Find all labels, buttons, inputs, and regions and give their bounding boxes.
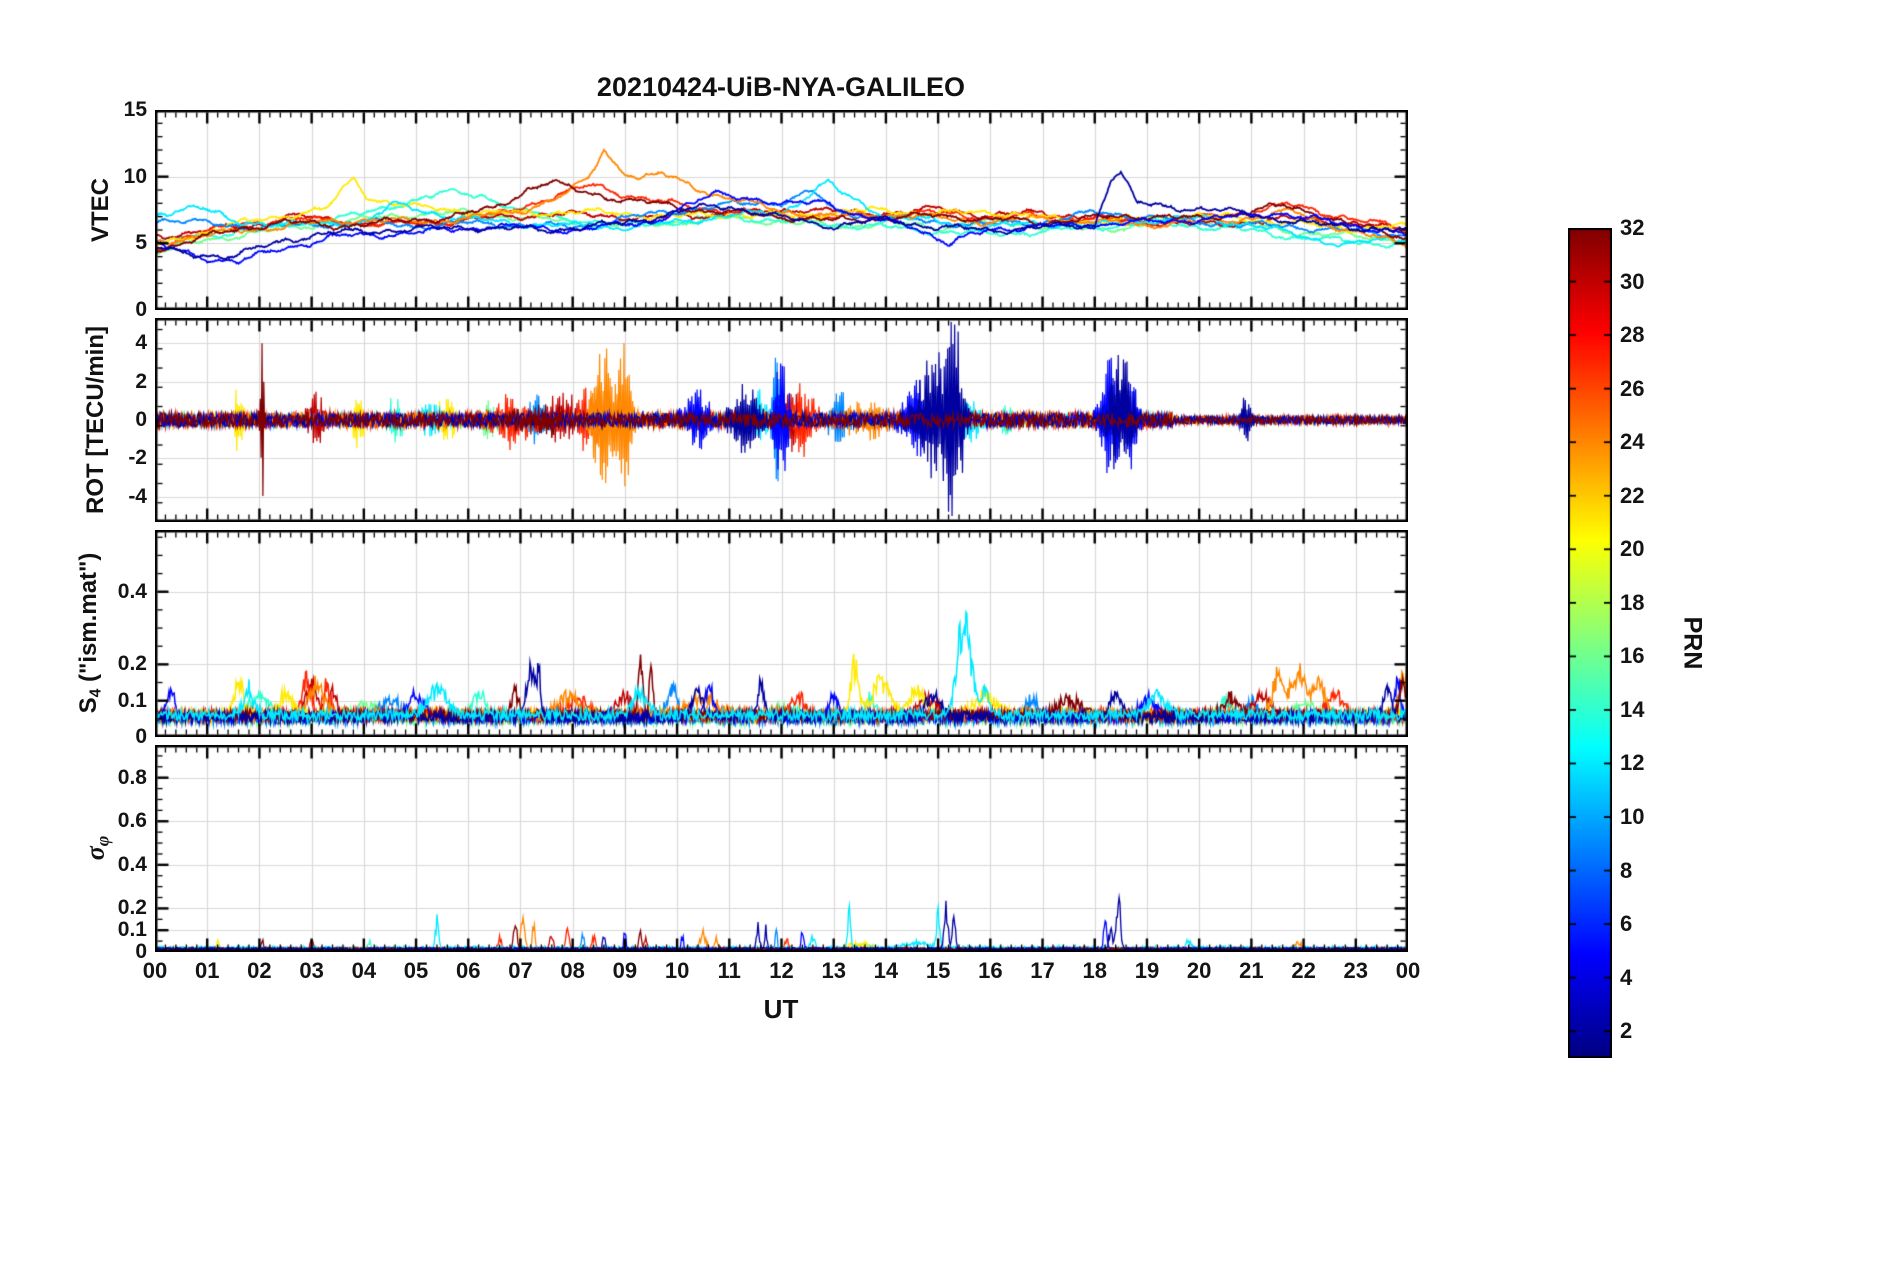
colorbar-tick-label: 20 <box>1620 536 1645 562</box>
colorbar-label: PRN <box>1678 616 1707 670</box>
sigma-ytick-label: 0.4 <box>117 852 147 876</box>
x-tick-label: 06 <box>456 958 481 983</box>
s4-plot-canvas <box>155 530 1408 737</box>
chart-title: 20210424-UiB-NYA-GALILEO <box>596 72 966 102</box>
sigma-ytick-label: 0.1 <box>117 918 147 942</box>
vtec-ytick-label: 10 <box>123 164 147 188</box>
sigma-plot-canvas <box>155 745 1408 952</box>
sigma-ytick-label: 0.8 <box>117 765 147 789</box>
colorbar-tick-label: 24 <box>1620 429 1645 455</box>
x-tick-label: 00 <box>142 958 168 983</box>
prn-colorbar <box>1568 228 1612 1058</box>
x-tick-label: 00 <box>1395 958 1421 983</box>
vtec-plot-canvas <box>155 110 1408 310</box>
colorbar-tick-label: 28 <box>1620 322 1645 348</box>
rot-ytick-label: -2 <box>128 446 147 470</box>
rot-ytick-label: -4 <box>128 484 147 508</box>
colorbar-tick-label: 18 <box>1620 589 1645 615</box>
x-tick-label: 18 <box>1082 958 1107 983</box>
x-tick-label: 11 <box>717 958 741 983</box>
x-tick-label: 22 <box>1291 958 1316 983</box>
x-tick-label: 02 <box>247 958 272 983</box>
x-tick-label: 16 <box>978 958 1003 983</box>
colorbar-tick-label: 6 <box>1620 911 1633 937</box>
s4-ytick-label: 0.2 <box>117 652 147 676</box>
colorbar-tick-label: 14 <box>1620 696 1645 722</box>
x-tick-label: 19 <box>1134 958 1160 983</box>
x-tick-label: 15 <box>925 958 951 983</box>
x-tick-label: 23 <box>1343 958 1369 983</box>
rot-ytick-label: 0 <box>135 408 147 431</box>
x-tick-label: 09 <box>612 958 638 983</box>
colorbar-tick-label: 4 <box>1620 964 1633 990</box>
sigma-ytick-label: 0 <box>135 940 147 963</box>
vtec-ytick-label: 5 <box>135 231 147 255</box>
rot-ytick-label: 2 <box>135 369 147 393</box>
s4-ytick-label: 0 <box>135 725 147 748</box>
s4-ytick-label: 0.1 <box>117 688 147 712</box>
colorbar-tick-label: 22 <box>1620 482 1645 508</box>
x-tick-label: 20 <box>1186 958 1212 983</box>
sigma-ytick-label: 0.6 <box>117 809 147 833</box>
colorbar-tick-label: 30 <box>1620 268 1645 294</box>
x-tick-label: 14 <box>873 958 899 983</box>
colorbar-tick-label: 26 <box>1620 375 1645 401</box>
x-tick-label: 01 <box>194 958 220 983</box>
x-tick-label: 13 <box>821 958 846 983</box>
x-tick-label: 07 <box>508 958 533 983</box>
vtec-ytick-label: 0 <box>135 298 147 321</box>
x-tick-label: 08 <box>560 958 585 983</box>
x-tick-label: 12 <box>769 958 794 983</box>
x-tick-label: 05 <box>403 958 429 983</box>
colorbar-tick-label: 8 <box>1620 857 1633 883</box>
colorbar-tick-label: 2 <box>1620 1018 1633 1044</box>
x-tick-label: 03 <box>299 958 324 983</box>
colorbar-tick-label: 10 <box>1620 804 1645 830</box>
x-axis-label: UT <box>763 994 799 1024</box>
x-tick-label: 04 <box>351 958 377 983</box>
sigma-ytick-label: 0.2 <box>117 896 147 920</box>
rot-ytick-label: 4 <box>135 331 147 355</box>
x-tick-label: 17 <box>1030 958 1055 983</box>
vtec-ytick-label: 15 <box>123 98 147 121</box>
colorbar-tick-label: 16 <box>1620 643 1645 669</box>
x-tick-label: 10 <box>664 958 690 983</box>
colorbar-tick-label: 12 <box>1620 750 1645 776</box>
x-tick-label: 21 <box>1239 958 1264 983</box>
s4-ytick-label: 0.4 <box>117 579 147 603</box>
colorbar-tick-label: 32 <box>1620 215 1645 240</box>
rot-plot-canvas <box>155 318 1408 522</box>
